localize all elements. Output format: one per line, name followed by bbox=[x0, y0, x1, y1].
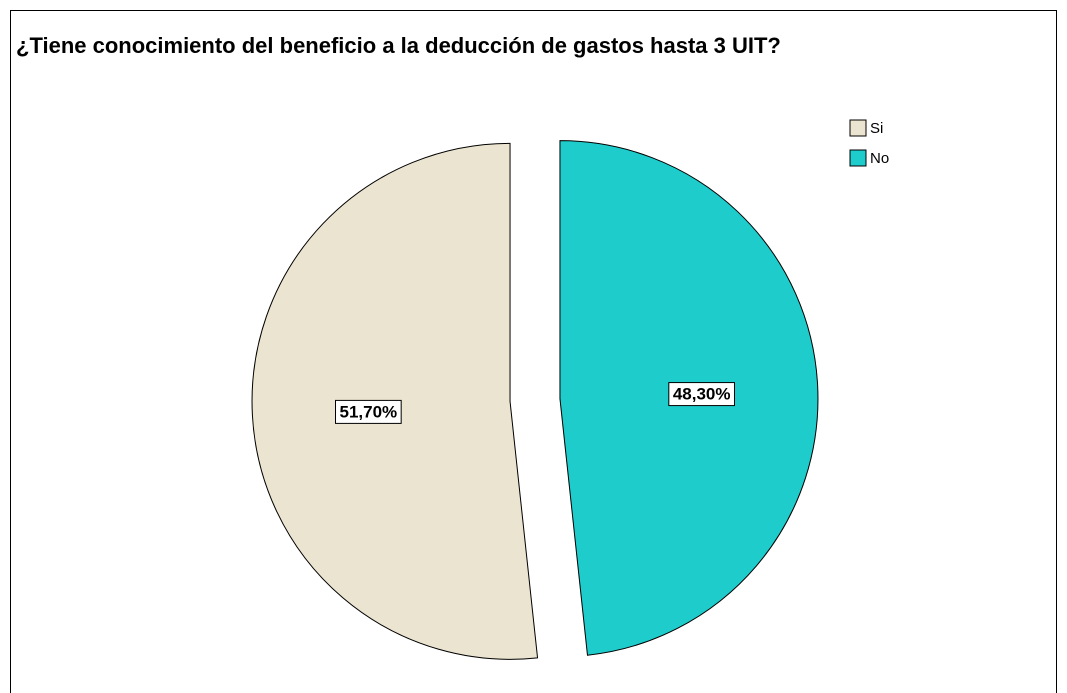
value-label: 51,70% bbox=[340, 402, 398, 421]
legend-swatch bbox=[849, 119, 867, 137]
legend-label: No bbox=[870, 150, 889, 167]
legend-label: Si bbox=[870, 120, 883, 137]
value-label-box bbox=[335, 399, 402, 424]
value-label: 48,30% bbox=[673, 385, 731, 404]
chart-title: ¿Tiene conocimiento del beneficio a la d… bbox=[16, 33, 781, 58]
value-label-box bbox=[668, 382, 735, 407]
frame bbox=[10, 10, 1057, 693]
legend-swatch bbox=[849, 149, 867, 167]
